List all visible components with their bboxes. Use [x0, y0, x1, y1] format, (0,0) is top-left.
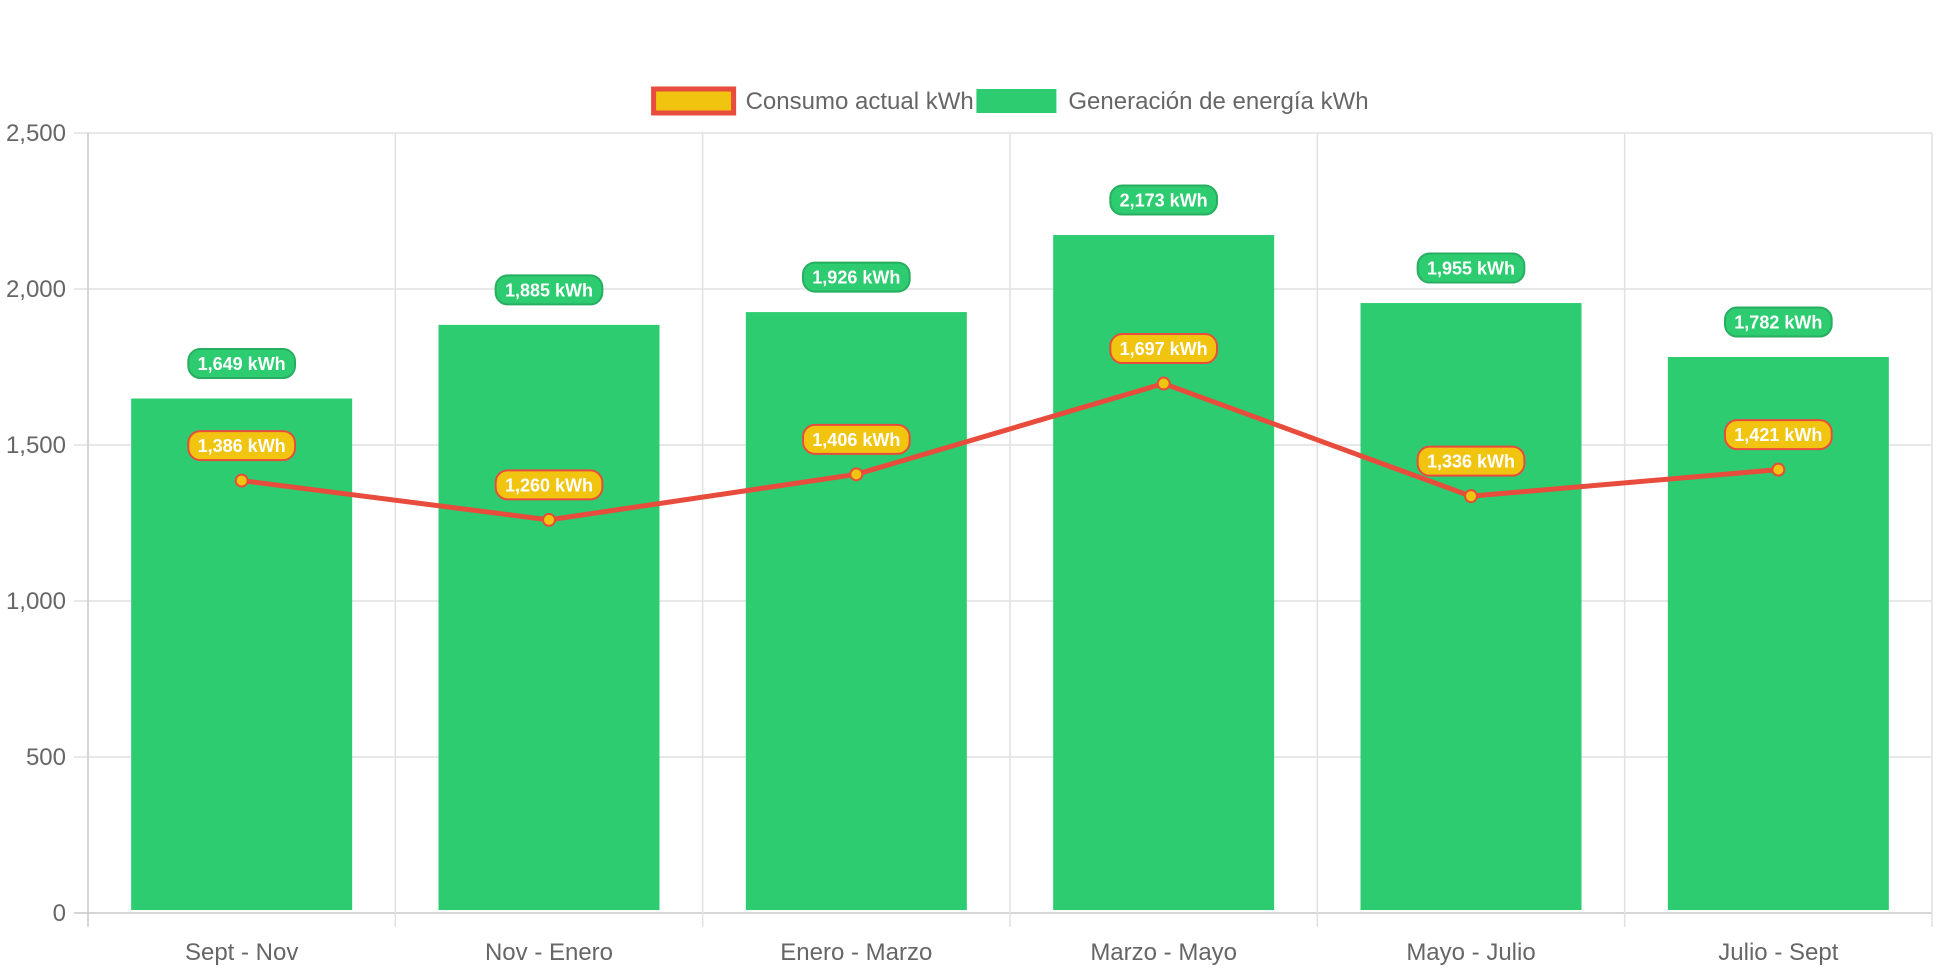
line-point[interactable]: [1156, 376, 1171, 391]
line-data-label-bg: [1723, 419, 1833, 451]
x-tick-label: Nov - Enero: [485, 939, 613, 966]
y-tick-label: 2,000: [6, 276, 66, 303]
x-tick-label: Enero - Marzo: [780, 939, 932, 966]
x-tick-label: Mayo - Julio: [1406, 939, 1535, 966]
grid: [74, 132, 1933, 927]
line-data-label-text: 1,421 kWh: [1734, 425, 1822, 445]
line-data-label-bg: [1416, 445, 1526, 477]
line-data-label-text: 1,336 kWh: [1427, 452, 1515, 472]
consumption-line: [241, 381, 1779, 523]
bar-data-label: 2,173 kWh: [1109, 184, 1219, 216]
legend-label: Generación de energía kWh: [1068, 88, 1368, 115]
y-tick-label: 2,500: [6, 120, 66, 147]
line-data-label-bg: [801, 423, 911, 455]
bar-data-label: 1,955 kWh: [1416, 252, 1526, 284]
line-data-label: 1,697 kWh: [1109, 333, 1219, 365]
line-series: [234, 376, 1786, 527]
line-point[interactable]: [1464, 489, 1478, 504]
bar[interactable]: [745, 312, 967, 910]
bar-data-label: 1,926 kWh: [801, 261, 911, 293]
line-data-label-text: 1,260 kWh: [505, 475, 593, 495]
legend-label: Consumo actual kWh: [746, 88, 974, 115]
bar-data-label-bg: [1416, 252, 1526, 284]
legend-item-generacion[interactable]: Generación de energía kWh: [976, 88, 1369, 115]
y-tick-label: 0: [53, 900, 66, 927]
bar-data-label-bg: [187, 348, 297, 380]
x-tick-label: Sept - Nov: [185, 939, 298, 966]
line-data-label: 1,336 kWh: [1416, 445, 1526, 477]
data-labels: 1,649 kWh 1,885 kWh 1,926 kWh 2,173 kWh 1,95…: [187, 184, 1833, 501]
line-point[interactable]: [1771, 462, 1786, 477]
legend-swatch: [976, 89, 1057, 113]
bar-data-label-text: 1,885 kWh: [505, 280, 593, 300]
legend-swatch: [651, 86, 737, 116]
line-data-label: 1,260 kWh: [494, 469, 604, 501]
line-point[interactable]: [849, 467, 864, 482]
y-tick-label: 500: [26, 744, 66, 771]
axes: 0 500 1,000 1,500 2,000 2,500 Sept - Nov Nov - …: [6, 120, 1839, 966]
bar-data-label-bg: [1723, 306, 1833, 338]
y-tick-label: 1,500: [6, 432, 66, 459]
bar-data-label-text: 1,926 kWh: [812, 268, 900, 288]
line-data-label-text: 1,697 kWh: [1120, 339, 1208, 359]
line-data-label-bg: [1109, 333, 1219, 365]
line-data-label-text: 1,386 kWh: [198, 436, 286, 456]
bar[interactable]: [438, 324, 660, 910]
y-tick-label: 1,000: [6, 588, 66, 615]
x-tick-label: Julio - Sept: [1718, 939, 1838, 966]
line-data-label: 1,406 kWh: [801, 423, 911, 455]
line-data-label: 1,386 kWh: [187, 430, 297, 462]
bar-data-label-bg: [1109, 184, 1219, 216]
bar-series: [131, 235, 1889, 911]
bar-data-label-text: 1,649 kWh: [198, 354, 286, 374]
bar-data-label-bg: [494, 274, 604, 306]
legend-item-consumo[interactable]: Consumo actual kWh: [651, 86, 974, 116]
legend[interactable]: Consumo actual kWh Generación de energía …: [651, 86, 1369, 116]
x-tick-label: Marzo - Mayo: [1090, 939, 1237, 966]
line-data-label-bg: [494, 469, 604, 501]
line-data-label-text: 1,406 kWh: [812, 430, 900, 450]
line-data-label-bg: [187, 430, 297, 462]
line-point[interactable]: [234, 473, 249, 488]
bar-data-label-bg: [801, 261, 911, 293]
bar[interactable]: [1360, 303, 1582, 910]
bar-data-label: 1,649 kWh: [187, 348, 297, 380]
bar-data-label-text: 1,782 kWh: [1734, 313, 1822, 333]
bar-data-label-text: 1,955 kWh: [1427, 259, 1515, 279]
bar-data-label: 1,885 kWh: [494, 274, 604, 306]
bar-data-label-text: 2,173 kWh: [1120, 191, 1208, 211]
line-point[interactable]: [542, 512, 556, 527]
line-data-label: 1,421 kWh: [1723, 419, 1833, 451]
bar-data-label: 1,782 kWh: [1723, 306, 1833, 338]
